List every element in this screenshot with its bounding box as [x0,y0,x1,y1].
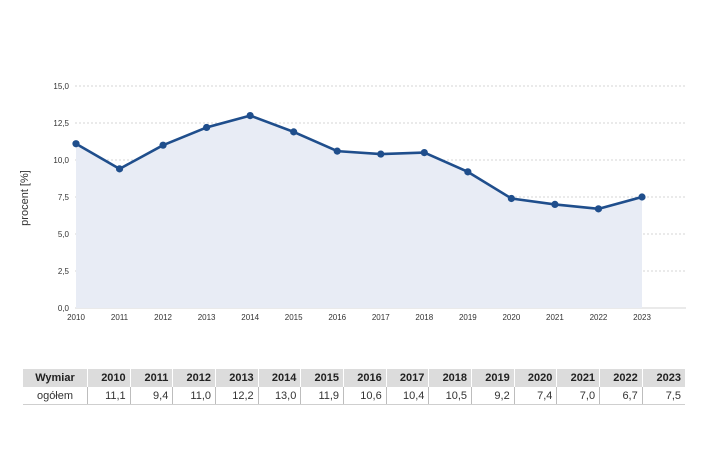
x-tick-label: 2016 [328,313,346,322]
table-header-year: 2015 [300,369,344,387]
table-cell-value: 9,2 [471,387,515,405]
data-point [464,168,472,176]
table-header-year: 2021 [556,369,600,387]
table-cell-value: 6,7 [599,387,643,405]
y-tick-label: 12,5 [53,119,69,128]
x-tick-label: 2021 [546,313,564,322]
table-cell-value: 7,0 [556,387,600,405]
table-cell-value: 9,4 [129,387,173,405]
data-point [377,150,385,158]
table-cell-value: 10,4 [385,387,429,405]
table-header-year: 2014 [257,369,301,387]
x-tick-label: 2020 [502,313,520,322]
data-point [551,200,559,208]
area-fill [76,115,642,308]
x-tick-label: 2013 [198,313,216,322]
y-tick-label: 0,0 [58,304,70,313]
data-point [333,147,341,155]
table-cell-value: 7,4 [513,387,557,405]
y-tick-label: 7,5 [58,193,70,202]
table-header-year: 2020 [513,369,557,387]
y-tick-label: 2,5 [58,267,70,276]
table-cell-value: 12,2 [215,387,259,405]
data-points [72,112,646,213]
data-point [72,140,80,148]
x-tick-label: 2011 [111,313,129,322]
data-point [420,149,428,157]
x-tick-label: 2010 [67,313,85,322]
table-header-wymiar: Wymiar [23,369,88,387]
table-cell-value: 11,9 [300,387,344,405]
data-point [115,165,124,173]
x-tick-label: 2017 [372,313,390,322]
x-tick-label: 2018 [415,313,433,322]
data-point [159,141,167,149]
y-axis-label: procent [%] [19,170,31,226]
x-tick-label: 2019 [459,313,477,322]
table-header-row: Wymiar 2010 2011 2012 2013 2014 2015 2016 2017 2… [23,369,685,387]
data-point [246,112,254,120]
table-header-year: 2018 [428,369,472,387]
data-point [638,193,646,201]
x-tick-label: 2014 [241,313,259,322]
table-header-year: 2019 [471,369,515,387]
y-tick-label: 5,0 [58,230,70,239]
table-cell-value: 10,5 [428,387,472,405]
series-line [75,114,643,211]
table-row: ogółem 11,1 9,4 11,0 12,2 13,0 11,9 10,6 10,4 10… [23,387,685,405]
table-header-year: 2016 [343,369,387,387]
y-tick-label: 10,0 [53,156,69,165]
table-cell-value: 7,5 [641,387,685,405]
line-chart: 0,02,55,07,510,012,515,0 2010 2011 2012 201… [19,82,686,322]
table-cell-value: 11,0 [172,387,216,405]
table-cell-value: 11,1 [87,387,131,405]
table-header-year: 2011 [129,369,173,387]
y-tick-label: 15,0 [53,82,69,91]
data-table: Wymiar 2010 2011 2012 2013 2014 2015 2016 2017 2… [23,369,685,405]
table-header-year: 2017 [385,369,429,387]
data-point [290,128,298,136]
table-cell-value: 10,6 [343,387,387,405]
data-point [507,194,515,203]
table-cell-value: 13,0 [257,387,301,405]
table-header-year: 2022 [599,369,643,387]
y-axis-ticks: 0,0 2,5 5,0 7,5 10,0 12,5 15,0 [53,82,69,313]
data-point [594,205,603,213]
table-header-year: 2013 [215,369,259,387]
table-header-year: 2023 [641,369,685,387]
data-point [203,123,211,132]
x-tick-label: 2012 [154,313,172,322]
x-tick-label: 2023 [633,313,651,322]
x-axis-ticks: 2010 2011 2012 2013 2014 2015 2016 2017 2018 2019… [67,313,651,322]
table-header-year: 2012 [172,369,216,387]
table-header-year: 2010 [87,369,131,387]
x-tick-label: 2015 [285,313,303,322]
x-tick-label: 2022 [590,313,608,322]
table-row-label: ogółem [23,387,88,405]
